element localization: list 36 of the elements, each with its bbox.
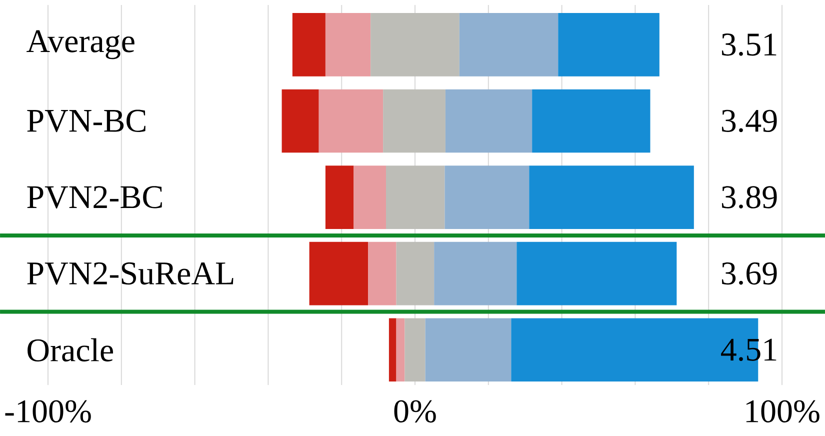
bar (425, 318, 512, 382)
y-tick-label: PVN2-SuReAL (27, 262, 234, 285)
bar (396, 242, 434, 306)
bar (386, 166, 445, 229)
bar (325, 13, 371, 76)
bar (318, 89, 384, 153)
bar (368, 242, 396, 306)
bar (370, 13, 460, 76)
bar (532, 89, 650, 153)
x-tick-label: 0% (394, 400, 436, 423)
y-tick-label: Oracle (28, 338, 114, 362)
y-tick-label: Average (26, 30, 134, 60)
bar (354, 166, 386, 229)
bar (404, 318, 426, 382)
x-tick-label: -100% (5, 400, 91, 423)
bar (516, 242, 677, 306)
bar (282, 89, 319, 153)
annotation: 3.89 (722, 186, 777, 208)
bar (325, 166, 354, 229)
bar (292, 13, 326, 76)
annotation: 3.69 (722, 262, 777, 285)
bar (309, 242, 368, 306)
bar (529, 166, 694, 229)
bar (444, 166, 530, 229)
bar (558, 13, 660, 76)
y-tick-label: PVN2-BC (27, 186, 162, 208)
y-tick-label: PVN-BC (27, 110, 146, 132)
bar (396, 318, 405, 382)
bar (388, 318, 396, 382)
annotation: 3.51 (722, 34, 776, 56)
bar (459, 13, 558, 76)
bar (445, 89, 532, 153)
x-tick-label: 100% (746, 400, 820, 423)
annotation: 3.49 (722, 110, 777, 132)
bar (383, 89, 446, 153)
bar (434, 242, 517, 306)
